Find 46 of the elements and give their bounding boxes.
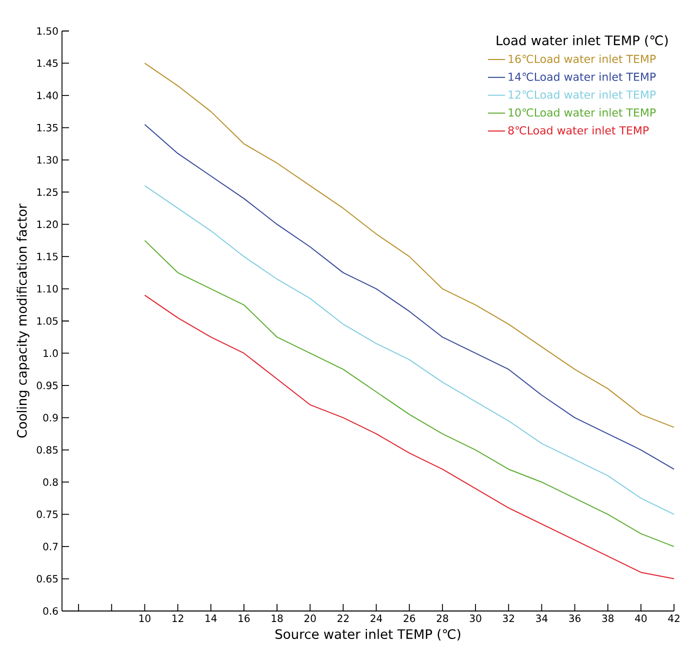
y-tick-label: 0.6 <box>43 607 58 615</box>
y-tick-label: 1.50 <box>37 27 58 35</box>
x-axis-title: Source water inlet TEMP (℃) <box>276 628 460 641</box>
y-tick-label: 0.7 <box>43 542 58 550</box>
y-tick-label: 0.95 <box>36 382 58 390</box>
x-tick-label: 22 <box>338 614 349 622</box>
legend-title: Load water inlet TEMP (℃) <box>496 35 668 47</box>
legend-label: 12℃Load water inlet TEMP <box>508 90 656 99</box>
x-tick-label: 32 <box>503 614 514 622</box>
y-axis-title: Cooling capacity modification factor <box>16 204 30 438</box>
x-tick-label: 10 <box>139 614 150 622</box>
y-tick-label: 0.65 <box>36 574 58 583</box>
y-tick-label: 1.0 <box>44 349 58 358</box>
y-tick-label: 0.8 <box>43 478 58 486</box>
y-tick-label: 1.45 <box>37 60 58 67</box>
y-tick-label: 1.25 <box>37 188 58 196</box>
legend-label: 8℃Load water inlet TEMP <box>508 126 649 135</box>
x-tick-label: 20 <box>304 614 316 622</box>
x-tick-label: 18 <box>272 614 283 622</box>
x-tick-label: 12 <box>172 614 184 622</box>
y-tick-label: 1.40 <box>37 92 58 100</box>
y-tick-label: 1.10 <box>37 284 58 293</box>
legend-label: 16℃Load water inlet TEMP <box>508 54 656 64</box>
x-tick-label: 16 <box>238 614 250 622</box>
y-tick-label: 0.9 <box>43 414 58 422</box>
x-tick-label: 14 <box>206 614 217 622</box>
legend-label: 14℃Load water inlet TEMP <box>508 72 656 81</box>
x-tick-label: 24 <box>370 614 382 622</box>
x-tick-label: 42 <box>668 614 680 622</box>
y-tick-label: 0.75 <box>36 510 58 518</box>
x-tick-label: 34 <box>536 614 548 622</box>
y-tick-label: 1.35 <box>37 124 58 132</box>
y-tick-label: 0.85 <box>36 446 58 454</box>
y-tick-label: 1.20 <box>37 220 58 228</box>
legend-label: 10℃Load water inlet TEMP <box>508 108 656 117</box>
y-tick-label: 1.05 <box>37 317 58 325</box>
line-series <box>144 124 675 470</box>
y-tick-label: 1.15 <box>37 252 58 260</box>
x-tick-label: 38 <box>602 614 614 622</box>
y-tick-label: 1.30 <box>37 156 58 164</box>
x-tick-label: 40 <box>635 614 647 622</box>
x-tick-label: 30 <box>470 614 482 622</box>
x-tick-label: 36 <box>569 614 580 622</box>
x-tick-label: 26 <box>404 614 416 622</box>
x-tick-label: 28 <box>436 614 448 622</box>
line-series <box>144 62 675 428</box>
